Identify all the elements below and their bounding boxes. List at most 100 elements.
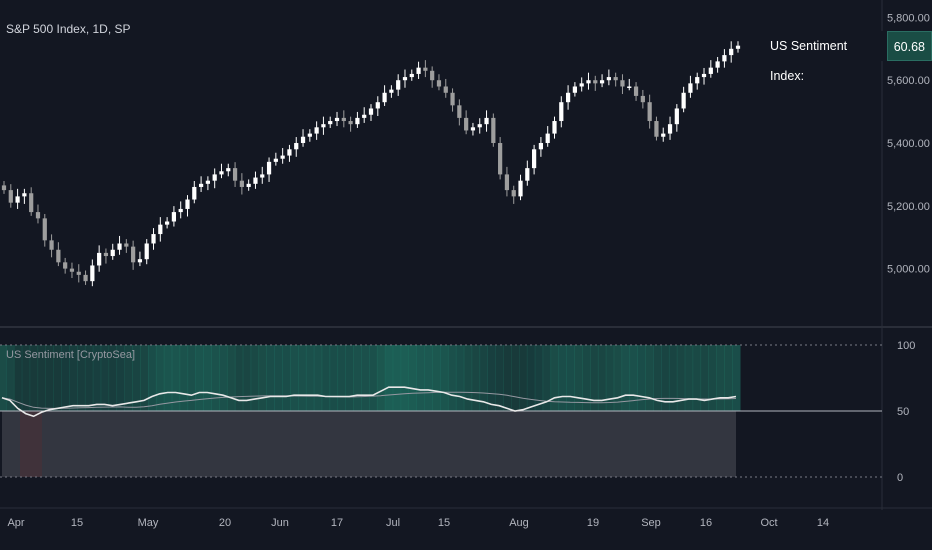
- candle-body: [321, 124, 326, 128]
- candle-body: [661, 133, 666, 137]
- positive-zone-band: [400, 345, 410, 411]
- candle-body: [307, 133, 312, 137]
- candle-body: [1, 185, 7, 191]
- positive-zone-band: [463, 345, 473, 411]
- candle-body: [29, 193, 34, 213]
- candle-body: [178, 208, 183, 213]
- candle-body: [362, 114, 367, 118]
- price-tick-label: 5,600.00: [887, 75, 930, 87]
- candle-body: [491, 117, 496, 144]
- positive-zone-band: [700, 345, 709, 411]
- candle-body: [42, 218, 47, 241]
- candle-body: [565, 92, 571, 103]
- candle-body: [511, 190, 516, 197]
- time-tick-label: 15: [438, 517, 450, 529]
- positive-zone-band: [92, 345, 102, 411]
- candle-body: [443, 86, 448, 93]
- candle-body: [185, 199, 190, 209]
- positive-zone-band: [100, 345, 110, 411]
- candle-body: [165, 221, 170, 225]
- positive-zone-band: [384, 345, 394, 411]
- positive-zone-band: [605, 345, 615, 411]
- candle-body: [300, 136, 306, 144]
- candle-body: [552, 121, 557, 134]
- time-tick-label: Apr: [7, 517, 24, 529]
- sentiment-readout: US Sentiment Index: 60.68: [764, 31, 932, 83]
- positive-zone-band: [629, 345, 638, 411]
- candle-body: [368, 108, 374, 115]
- candle-body: [192, 186, 197, 200]
- candle-body: [103, 252, 109, 257]
- candle-body: [545, 133, 550, 144]
- price-tick-label: 5,400.00: [887, 138, 930, 150]
- positive-zone-band: [550, 345, 560, 411]
- positive-zone-band: [250, 345, 260, 411]
- positive-zone-band: [432, 345, 441, 411]
- time-tick-label: Oct: [760, 517, 777, 529]
- positive-zone-band: [716, 345, 725, 411]
- positive-zone-band: [242, 345, 252, 411]
- candle-body: [416, 67, 421, 74]
- positive-zone-band: [297, 345, 307, 411]
- positive-zone-band: [597, 345, 607, 411]
- candle-body: [69, 268, 75, 272]
- candle-body: [430, 70, 435, 81]
- candle-body: [620, 80, 625, 87]
- positive-zone-band: [337, 345, 346, 411]
- positive-zone-band: [124, 345, 133, 411]
- candle-body: [198, 183, 204, 187]
- candle-body: [97, 252, 102, 266]
- candle-body: [334, 117, 340, 122]
- candle-body: [151, 234, 156, 244]
- candle-body: [457, 105, 462, 118]
- indicator-label[interactable]: US Sentiment [CryptoSea]: [6, 349, 136, 361]
- sentiment-line: [1, 386, 737, 418]
- sentiment-pane[interactable]: [0, 344, 882, 478]
- positive-zone-band: [455, 345, 465, 411]
- price-pane[interactable]: [1, 41, 741, 287]
- positive-zone-band: [589, 345, 599, 411]
- candle-body: [144, 243, 149, 260]
- positive-zone-band: [518, 345, 528, 411]
- positive-zone-band: [266, 345, 275, 411]
- candle-body: [708, 67, 713, 74]
- positive-zone-band: [84, 345, 94, 411]
- positive-zone-band: [148, 345, 157, 411]
- candle-body: [688, 83, 693, 93]
- time-axis[interactable]: Apr 15 May 20 Jun 17 Jul 15 Aug 19 Sep 16 Oct 14: [7, 517, 829, 529]
- price-axis[interactable]: 5,800.00 5,600.00 5,400.00 5,200.00 5,000.00: [887, 12, 930, 275]
- sentiment-tick-label: 100: [897, 340, 915, 352]
- positive-zone-band: [511, 345, 520, 411]
- positive-zone-band: [313, 345, 323, 411]
- candle-body: [504, 174, 510, 191]
- chart-title[interactable]: S&P 500 Index, 1D, SP: [6, 22, 131, 36]
- positive-zone-band: [621, 345, 631, 411]
- positive-zone-band: [369, 345, 378, 411]
- candle-body: [287, 149, 292, 156]
- positive-zone-band: [676, 345, 686, 411]
- positive-zone-band: [353, 345, 362, 411]
- positive-zone-band: [440, 345, 449, 411]
- candle-body: [586, 80, 591, 84]
- positive-zone-band: [116, 345, 125, 411]
- sentiment-axis[interactable]: 100 50 0: [897, 340, 915, 484]
- positive-zone-band: [708, 345, 717, 411]
- positive-zone-band: [321, 345, 331, 411]
- positive-zone-band: [668, 345, 678, 411]
- positive-zone-band: [732, 345, 741, 411]
- candle-body: [131, 246, 136, 263]
- positive-zone-band: [37, 345, 47, 411]
- time-tick-label: Jun: [271, 517, 289, 529]
- candle-body: [627, 86, 632, 88]
- positive-zone-band: [479, 345, 488, 411]
- candle-body: [402, 77, 408, 81]
- candle-body: [158, 224, 163, 235]
- candle-body: [8, 190, 13, 203]
- candle-body: [56, 249, 61, 263]
- positive-zone-band: [566, 345, 575, 411]
- candle-body: [436, 80, 442, 87]
- positive-zone-band: [171, 345, 181, 411]
- candle-body: [538, 143, 544, 150]
- negative-zone: [2, 411, 736, 477]
